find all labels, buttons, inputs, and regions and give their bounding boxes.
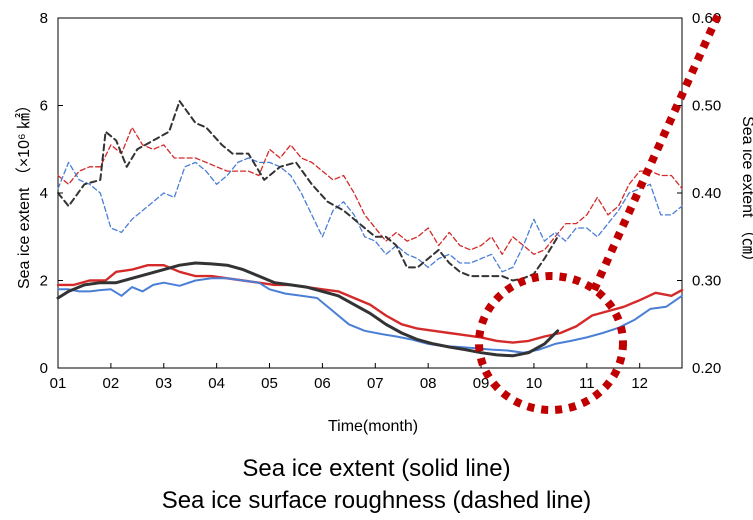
highlight-circle	[475, 272, 627, 414]
x-tick-label: 08	[420, 375, 437, 392]
x-tick-label: 07	[367, 375, 384, 392]
y-left-tick-label: 2	[40, 273, 48, 290]
y-left-tick-label: 6	[40, 98, 48, 115]
caption-line-2: Sea ice surface roughness (dashed line)	[161, 487, 592, 514]
series-dashed-line-5	[57, 157, 683, 273]
y-right-tick-label: 0.30	[692, 273, 721, 290]
y-right-tick-label: 0.40	[692, 185, 721, 202]
series-solid-line-2	[57, 277, 683, 354]
x-tick-label: 12	[631, 375, 648, 392]
series-solid-line-3	[56, 261, 560, 358]
x-tick-label: 10	[526, 375, 543, 392]
chart: 01 02 03 04 05 06 07 08 09 10 11 12024680.200.300.4…	[15, 10, 753, 435]
y-axis-title-right: Sea ice extent （㎝）	[739, 116, 753, 270]
y-axis-title-left: Sea ice extent （×10⁶ ㎢）	[15, 97, 33, 289]
y-left-tick-label: 8	[40, 10, 48, 27]
y-right-tick-label: 0.20	[692, 360, 721, 377]
x-tick-label: 02	[103, 375, 120, 392]
caption-line-1: Sea ice extent (solid line)	[242, 455, 511, 482]
y-right-tick-label: 0.60	[692, 10, 721, 27]
y-left-tick-label: 4	[40, 185, 48, 202]
x-tick-label: 04	[208, 375, 225, 392]
x-tick-label: 11	[579, 375, 595, 392]
x-tick-label: 09	[473, 375, 490, 392]
x-tick-label: 01	[50, 375, 67, 392]
x-axis-title: Time(month)	[328, 418, 418, 435]
series-dashed-line-6	[57, 100, 559, 282]
series-solid-line-1	[56, 264, 684, 344]
plot-area	[57, 17, 683, 369]
x-tick-label: 06	[314, 375, 331, 392]
series-dashed-line-4	[57, 126, 683, 255]
y-right-tick-label: 0.50	[692, 98, 721, 115]
y-left-tick-label: 0	[40, 360, 48, 377]
x-tick-label: 05	[261, 375, 278, 392]
x-tick-label: 03	[155, 375, 172, 392]
